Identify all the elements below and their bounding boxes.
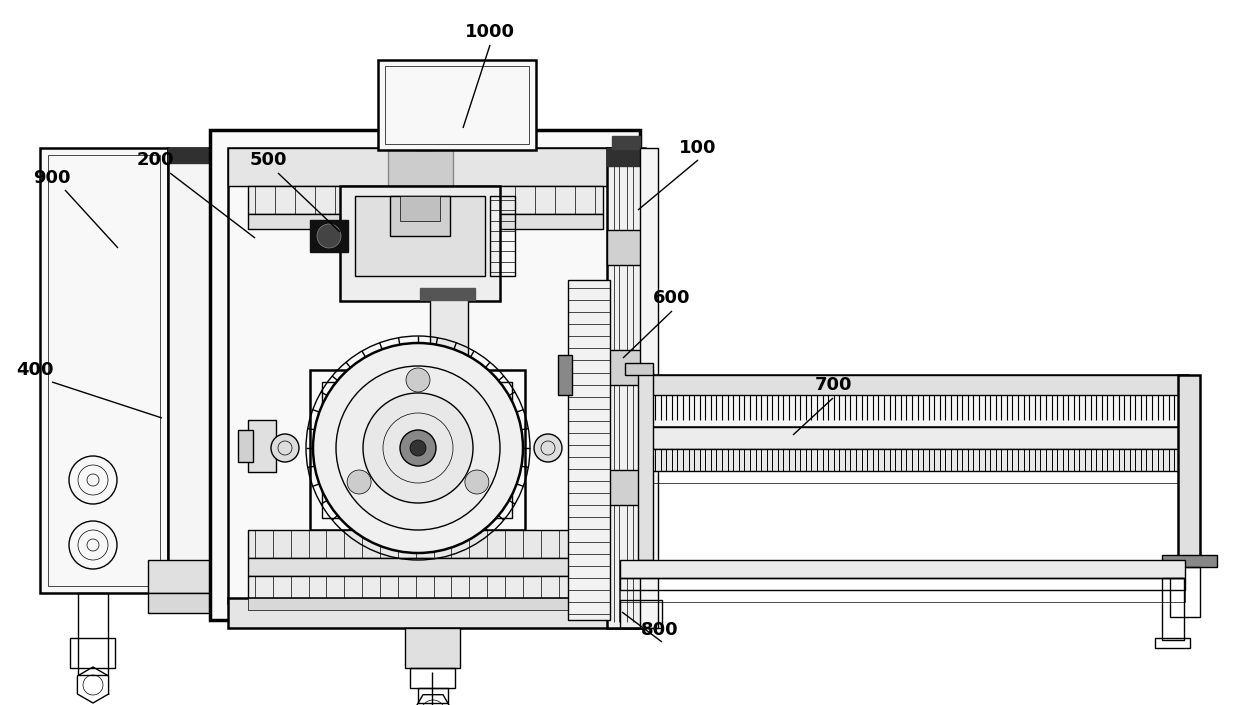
Text: 600: 600 (653, 289, 691, 307)
Text: 1000: 1000 (465, 23, 515, 41)
Circle shape (363, 393, 472, 503)
Circle shape (347, 470, 371, 494)
Bar (420, 288, 475, 300)
Bar (1171, 567, 1200, 617)
Bar (640, 148, 658, 628)
Circle shape (410, 440, 427, 456)
Bar (608, 350, 645, 385)
Bar (69, 638, 115, 668)
Bar (490, 196, 515, 276)
Bar (384, 66, 529, 144)
Bar (238, 430, 253, 462)
Bar (167, 148, 210, 163)
Bar (649, 449, 1188, 471)
Bar (167, 148, 210, 593)
Circle shape (312, 343, 523, 553)
Bar (620, 578, 1185, 590)
Bar (415, 135, 433, 150)
Bar (228, 148, 622, 186)
Bar (1154, 638, 1190, 648)
Circle shape (465, 470, 489, 494)
Bar (148, 593, 213, 613)
Bar (649, 375, 1188, 395)
Bar (148, 560, 213, 593)
Bar (248, 598, 621, 610)
Bar (340, 186, 500, 301)
Circle shape (405, 368, 430, 392)
Bar (355, 196, 485, 276)
Bar (378, 60, 536, 150)
Bar (248, 214, 603, 229)
Circle shape (336, 366, 500, 530)
Circle shape (401, 430, 436, 466)
Bar (40, 148, 167, 593)
Bar (248, 558, 639, 576)
Text: 100: 100 (680, 139, 717, 157)
Text: 200: 200 (136, 151, 174, 169)
Text: 900: 900 (33, 169, 71, 187)
Bar (608, 230, 645, 265)
Bar (620, 600, 662, 628)
Bar (613, 136, 640, 149)
Bar (568, 280, 610, 620)
Bar (248, 186, 603, 214)
Bar (405, 628, 460, 668)
Bar (401, 196, 440, 221)
Bar (410, 668, 455, 688)
Bar (388, 148, 453, 186)
Bar (428, 474, 466, 489)
Circle shape (317, 224, 341, 248)
Bar (48, 155, 160, 586)
Bar (649, 375, 1188, 427)
Bar (608, 470, 645, 505)
Bar (322, 382, 512, 518)
Text: 700: 700 (815, 376, 852, 394)
Circle shape (534, 434, 562, 462)
Bar (391, 196, 450, 236)
Bar (228, 148, 622, 603)
Bar (248, 530, 639, 558)
Bar (1162, 578, 1184, 640)
Bar (430, 296, 467, 478)
Bar (639, 370, 653, 560)
Bar (228, 598, 641, 628)
Bar (620, 590, 1185, 602)
Text: 400: 400 (16, 361, 53, 379)
Bar (248, 576, 639, 598)
Bar (78, 593, 108, 675)
Bar (418, 688, 448, 703)
Bar (310, 220, 348, 252)
Text: 500: 500 (249, 151, 286, 169)
Bar (248, 420, 277, 472)
Bar (210, 130, 640, 620)
Circle shape (272, 434, 299, 462)
Bar (625, 363, 653, 375)
Bar (608, 148, 645, 166)
Bar (649, 427, 1188, 449)
Bar (649, 471, 1188, 483)
Bar (310, 370, 525, 530)
Bar (558, 355, 572, 395)
Bar (408, 128, 438, 138)
Text: 800: 800 (641, 621, 678, 639)
Bar (1162, 555, 1216, 567)
Bar (608, 148, 645, 628)
Bar (620, 560, 1185, 578)
Bar (1178, 375, 1200, 560)
